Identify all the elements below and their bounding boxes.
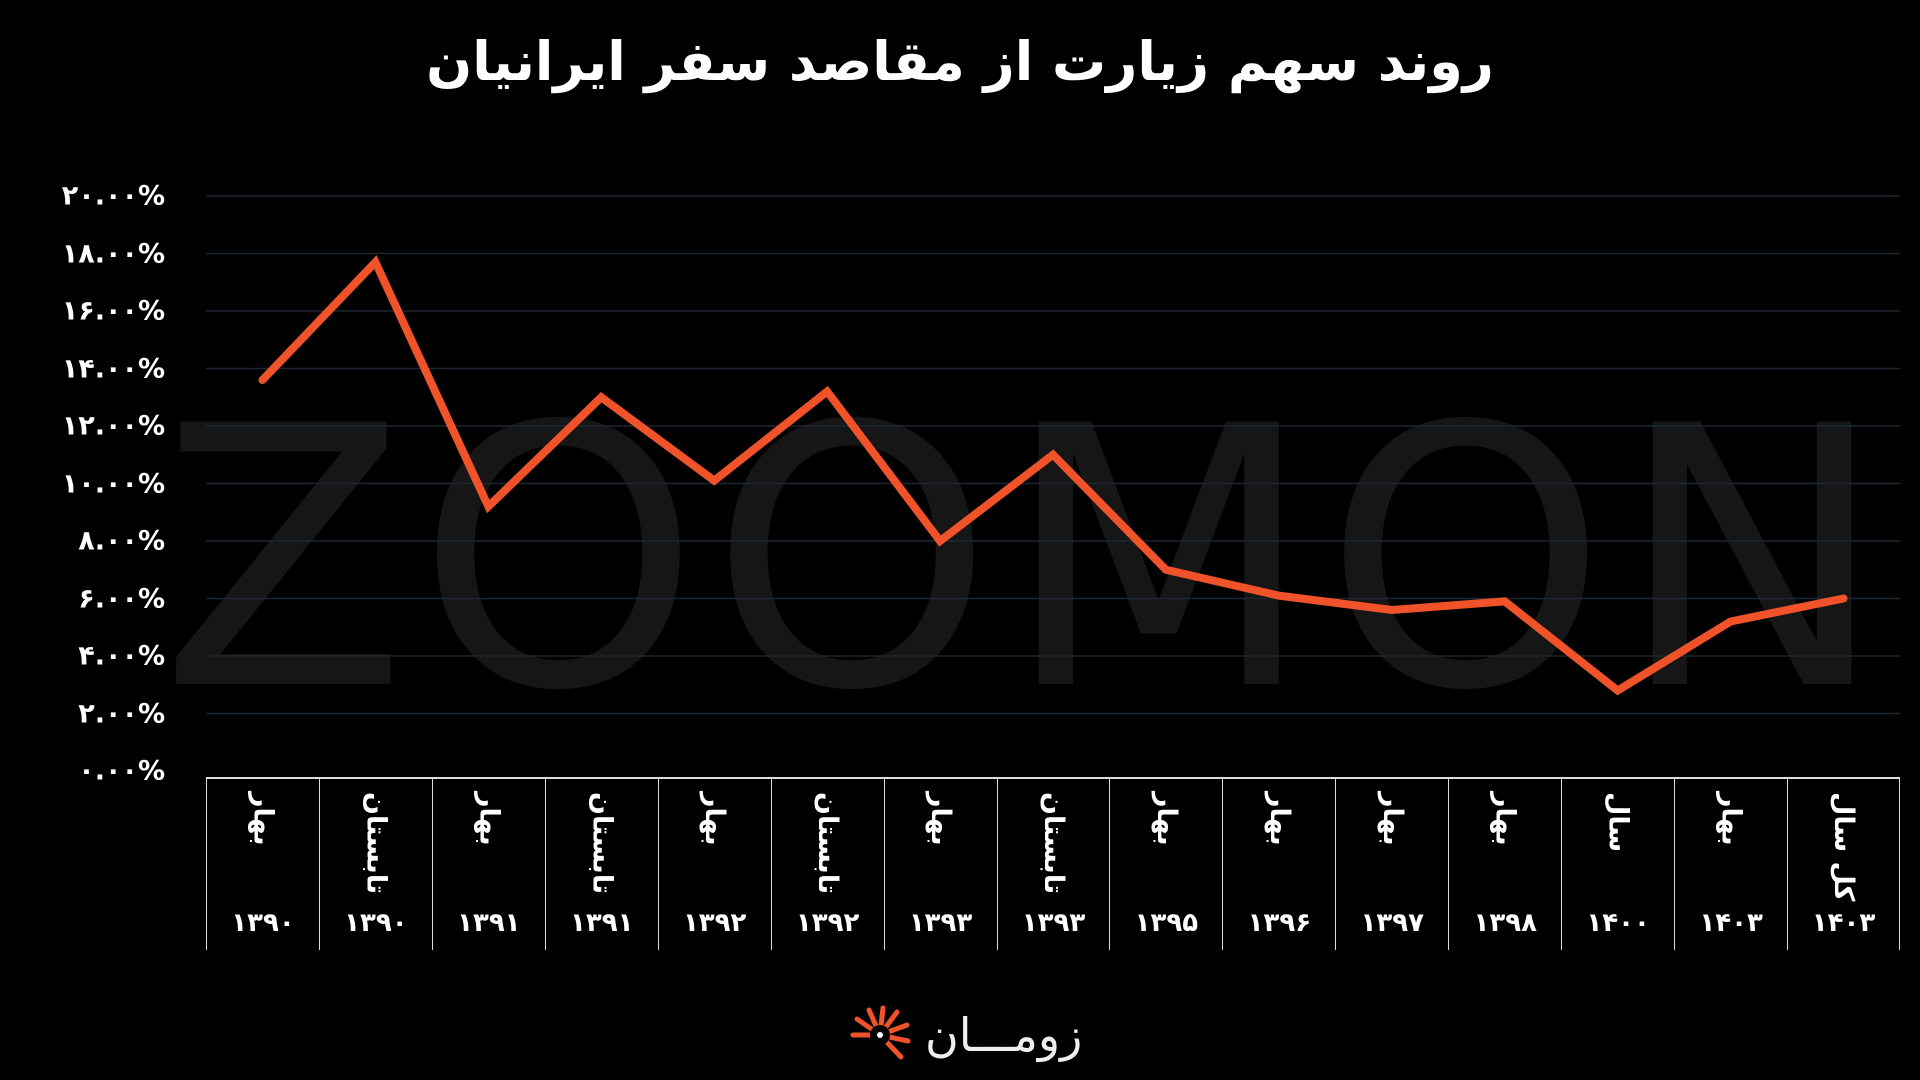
y-tick-label: ۰.۰۰% (78, 755, 165, 787)
x-category: بهار ۱۴۰۳ (1674, 778, 1787, 950)
x-category: بهار ۱۳۹۰ (206, 778, 319, 950)
x-tick-season: بهار (247, 792, 279, 846)
y-tick-label: ۲۰.۰۰% (61, 180, 165, 212)
x-tick-season: بهار (1150, 792, 1182, 846)
series-line (258, 255, 1848, 696)
x-category: بهار ۱۳۹۶ (1222, 778, 1335, 950)
x-tick-year: ۱۳۹۰ (231, 908, 295, 938)
y-tick-label: ۴.۰۰% (78, 640, 165, 672)
x-tick-season: بهار (1715, 792, 1747, 846)
y-tick-label: ۲.۰۰% (78, 698, 165, 729)
y-tick-label: ۶.۰۰% (78, 583, 165, 614)
x-tick-season: بهار (1263, 792, 1295, 846)
x-tick-year: ۱۴۰۳ (1811, 908, 1876, 938)
logo-text: زومـــان (925, 1008, 1083, 1062)
x-tick-year: ۱۳۹۲ (795, 908, 860, 938)
x-tick-year: ۱۳۹۵ (1134, 908, 1199, 938)
y-tick-label: ۸.۰۰% (78, 525, 165, 557)
x-tick-year: ۱۳۹۳ (1021, 908, 1086, 938)
x-category: تابستان ۱۳۹۳ (996, 778, 1110, 950)
x-tick-year: ۱۳۹۱ (570, 908, 634, 938)
x-tick-season: سال (1602, 792, 1634, 853)
x-category: بهار ۱۳۹۵ (1109, 778, 1222, 950)
x-tick-year: ۱۳۹۷ (1360, 908, 1425, 938)
x-category: تابستان ۱۳۹۲ (770, 778, 884, 950)
zoomon-logo: زومـــان (845, 1005, 1082, 1065)
x-tick-season: بهار (1376, 792, 1408, 846)
x-tick-year: ۱۴۰۰ (1586, 908, 1650, 938)
x-tick-year: ۱۳۹۲ (682, 908, 747, 938)
x-category: کل سال ۱۴۰۳ (1787, 778, 1900, 950)
x-category: تابستان ۱۳۹۱ (544, 778, 658, 950)
x-tick-season: کل سال (1828, 792, 1860, 902)
chart-title: روند سهم زیارت از مقاصد سفر ایرانیان (426, 30, 1494, 93)
x-tick-season: تابستان (812, 792, 844, 895)
x-tick-year: ۱۳۹۳ (908, 908, 973, 938)
x-category: بهار ۱۳۹۳ (883, 778, 997, 950)
x-tick-year: ۱۳۹۰ (344, 908, 408, 938)
x-category: تابستان ۱۳۹۰ (318, 778, 432, 950)
x-tick-season: بهار (473, 792, 505, 846)
x-tick-year: ۱۴۰۳ (1699, 908, 1763, 938)
x-category: سال ۱۴۰۰ (1561, 778, 1674, 950)
x-tick-year: ۱۳۹۶ (1247, 908, 1312, 938)
x-category: بهار ۱۳۹۸ (1448, 778, 1561, 950)
x-tick-season: تابستان (1037, 792, 1069, 895)
y-tick-label: ۱۲.۰۰% (61, 410, 165, 442)
x-tick-season: بهار (699, 792, 731, 846)
logo-sunburst-icon (850, 1005, 911, 1060)
x-tick-season: بهار (925, 792, 957, 846)
y-tick-label: ۱۰.۰۰% (61, 468, 165, 499)
x-tick-season: تابستان (360, 792, 392, 895)
x-tick-year: ۱۳۹۱ (457, 908, 521, 938)
x-tick-year: ۱۳۹۸ (1473, 908, 1537, 938)
x-category: بهار ۱۳۹۲ (657, 778, 771, 950)
x-category: بهار ۱۳۹۱ (431, 778, 545, 950)
y-tick-label: ۱۴.۰۰% (61, 353, 165, 384)
y-tick-label: ۱۶.۰۰% (61, 295, 165, 327)
x-tick-season: بهار (1489, 792, 1521, 846)
y-tick-label: ۱۸.۰۰% (61, 238, 165, 269)
x-tick-season: تابستان (586, 792, 618, 895)
x-category: بهار ۱۳۹۷ (1335, 778, 1448, 950)
